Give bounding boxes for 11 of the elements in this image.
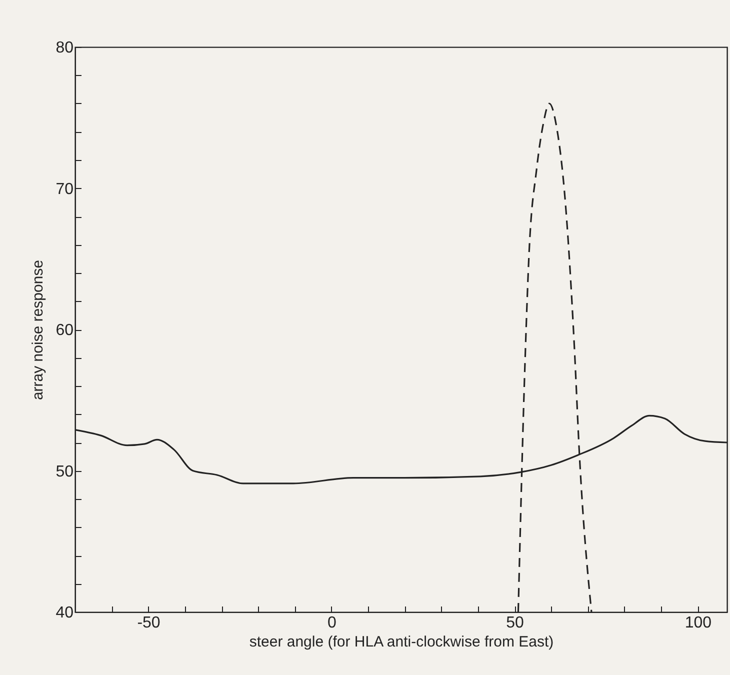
x-tick-label: 50 bbox=[506, 614, 524, 632]
x-tick-label: 100 bbox=[684, 614, 712, 632]
y-tick-label: 50 bbox=[56, 463, 74, 480]
y-tick-label: 70 bbox=[56, 180, 74, 198]
y-tick-label: 80 bbox=[56, 40, 74, 56]
y-axis-title: array noise response bbox=[30, 260, 47, 400]
y-tick-label: 60 bbox=[56, 322, 74, 339]
x-axis-title: steer angle (for HLA anti-clockwise from East) bbox=[249, 634, 554, 650]
x-tick-label: -50 bbox=[137, 614, 160, 632]
y-tick-label: 40 bbox=[56, 604, 74, 622]
x-tick-label: 0 bbox=[327, 614, 336, 632]
